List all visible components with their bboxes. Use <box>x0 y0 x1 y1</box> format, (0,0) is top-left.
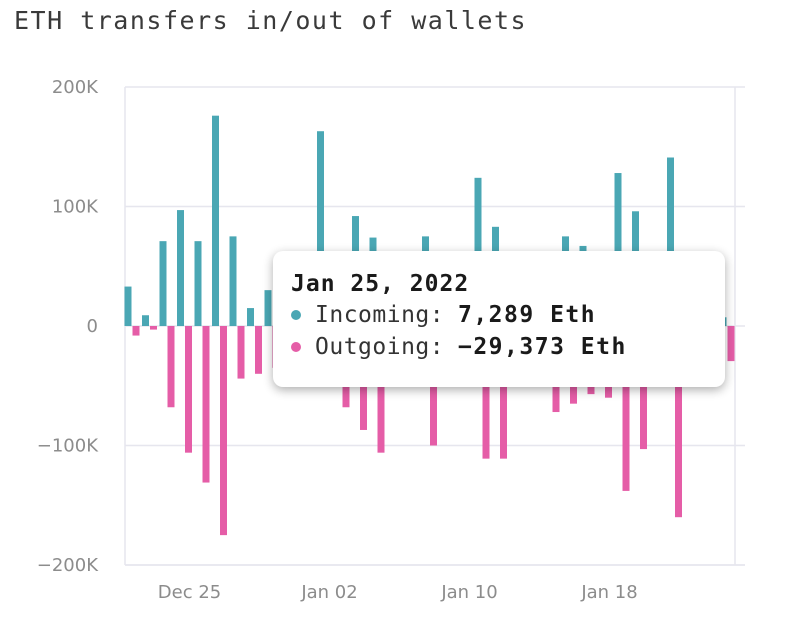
incoming-bar[interactable] <box>177 210 184 326</box>
x-tick-label: Dec 25 <box>158 582 221 603</box>
outgoing-bar[interactable] <box>150 326 157 330</box>
outgoing-bar[interactable] <box>202 326 210 483</box>
y-tick-label: −100K <box>37 436 99 457</box>
tooltip-date: Jan 25, 2022 <box>291 271 470 297</box>
incoming-bar[interactable] <box>614 173 622 326</box>
tooltip-row-outgoing: Outgoing: −29,373 Eth <box>291 331 725 363</box>
tooltip-incoming-value: 7,289 Eth <box>457 302 597 328</box>
outgoing-bar[interactable] <box>500 326 507 459</box>
outgoing-bar[interactable] <box>185 326 192 453</box>
incoming-bar[interactable] <box>159 241 167 326</box>
incoming-bar[interactable] <box>667 157 674 326</box>
incoming-bar[interactable] <box>317 131 324 326</box>
incoming-bar[interactable] <box>124 286 132 326</box>
outgoing-bar[interactable] <box>622 326 630 491</box>
y-tick-label: 200K <box>52 77 99 98</box>
outgoing-bar[interactable] <box>675 326 682 518</box>
outgoing-bar[interactable] <box>167 326 175 408</box>
incoming-bar[interactable] <box>142 315 149 326</box>
axis-labels: 200K 100K 0 −100K −200K Dec 25 Jan 02 Jan 10 Jan… <box>37 77 638 603</box>
outgoing-bar[interactable] <box>237 326 245 379</box>
incoming-bar[interactable] <box>229 236 237 326</box>
incoming-bar[interactable] <box>264 290 272 326</box>
y-tick-label: 0 <box>87 316 98 337</box>
tooltip-outgoing-label: Outgoing: <box>315 334 445 360</box>
outgoing-bar[interactable] <box>255 326 262 374</box>
incoming-dot-icon <box>291 310 301 320</box>
incoming-bar[interactable] <box>247 308 254 326</box>
outgoing-bar[interactable] <box>220 326 227 536</box>
outgoing-bar[interactable] <box>482 326 490 459</box>
tooltip-outgoing-value: −29,373 Eth <box>457 334 627 360</box>
outgoing-bar[interactable] <box>132 326 140 336</box>
x-tick-label: Jan 18 <box>580 582 637 603</box>
incoming-bar[interactable] <box>194 241 202 326</box>
outgoing-bar[interactable] <box>640 326 647 450</box>
outgoing-bar[interactable] <box>377 326 385 453</box>
x-tick-label: Jan 10 <box>440 582 497 603</box>
y-tick-label: 100K <box>52 197 99 218</box>
y-tick-label: −200K <box>37 555 99 576</box>
outgoing-bar[interactable] <box>727 326 735 362</box>
tooltip-row-incoming: Incoming: 7,289 Eth <box>291 299 725 331</box>
hover-tooltip: Jan 25, 2022 Incoming: 7,289 Eth Outgoin… <box>273 251 725 387</box>
incoming-bar[interactable] <box>212 115 219 327</box>
chart-title: ETH transfers in/out of wallets <box>14 6 528 35</box>
tooltip-incoming-label: Incoming: <box>315 302 445 328</box>
outgoing-dot-icon <box>291 342 301 352</box>
x-tick-label: Jan 02 <box>300 582 357 603</box>
